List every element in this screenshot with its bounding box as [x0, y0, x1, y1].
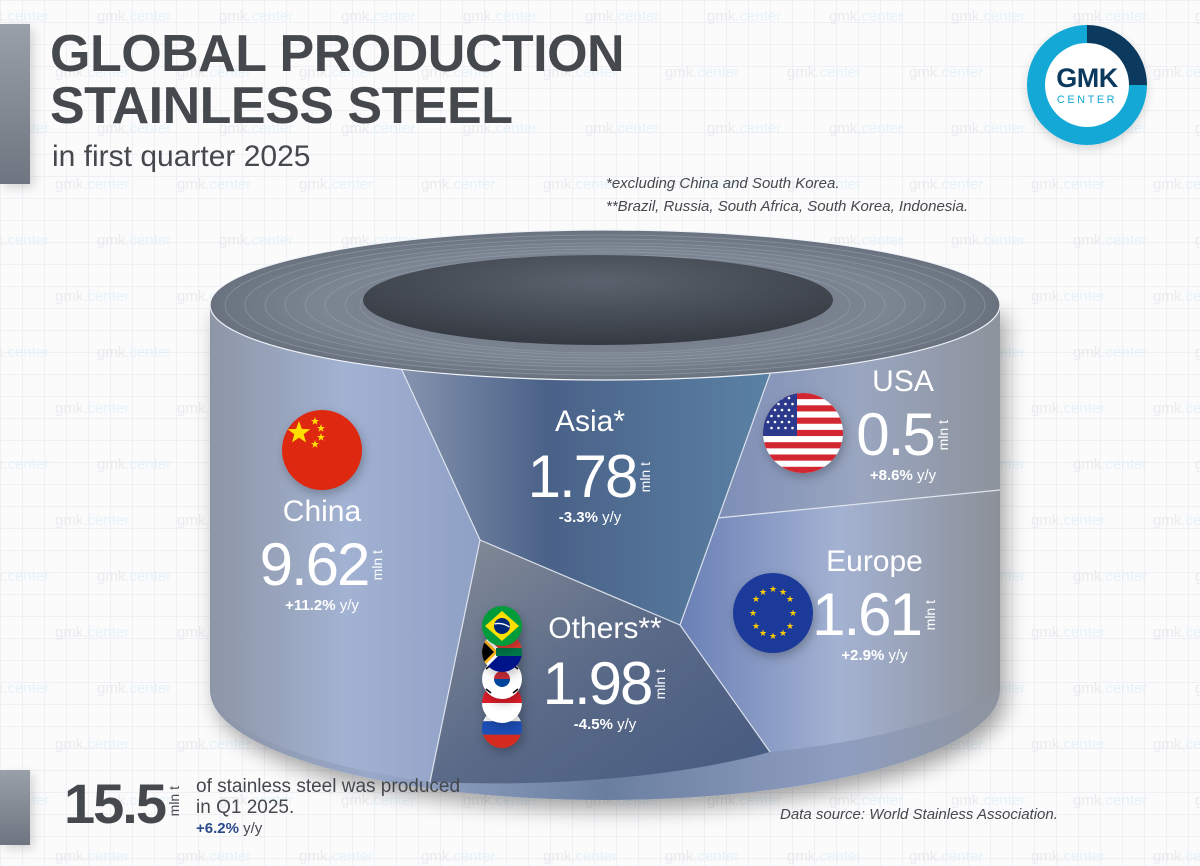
svg-text:★: ★: [779, 588, 787, 598]
region-name: China: [282, 495, 362, 528]
svg-text:★: ★: [786, 595, 794, 605]
svg-text:★: ★: [752, 595, 760, 605]
svg-text:★: ★: [752, 622, 760, 632]
svg-text:★: ★: [769, 585, 777, 595]
footnote-asia: *excluding China and South Korea.: [606, 175, 840, 192]
region-value: 9.62: [259, 531, 371, 598]
region-value: 1.78: [527, 443, 639, 510]
logo-text-center: CENTER: [1056, 93, 1118, 106]
region-value: 1.98: [542, 650, 654, 717]
region-usa: USA 0.5mln t +8.6% y/y: [848, 365, 958, 484]
region-value: 1.61: [812, 581, 923, 648]
total-unit: mln t: [166, 786, 182, 817]
brazil-flag-icon: [482, 606, 522, 646]
svg-text:★: ★: [779, 629, 787, 639]
accent-bar-bottom: [0, 770, 30, 845]
region-change: -4.5% y/y: [573, 716, 637, 733]
region-europe: Europe 1.61mln t +2.9% y/y: [812, 545, 938, 664]
region-change: +8.6% y/y: [869, 467, 937, 484]
region-china: China 9.62mln t +11.2% y/y: [252, 495, 392, 614]
title-line-2: STAINLESS STEEL: [50, 77, 513, 135]
svg-text:★: ★: [789, 609, 797, 619]
usa-flag-icon: [763, 393, 843, 473]
unit-label: mln t: [934, 419, 951, 451]
title-line-1: GLOBAL PRODUCTION: [50, 25, 625, 83]
region-value: 0.5: [856, 401, 935, 468]
svg-text:★: ★: [769, 632, 777, 642]
region-change: +2.9% y/y: [841, 647, 908, 664]
region-others: Others** 1.98mln t -4.5% y/y: [535, 612, 675, 733]
total-change: +6.2% y/y: [196, 820, 263, 837]
gmk-center-logo: GMK CENTER: [1027, 25, 1147, 145]
unit-label: mln t: [369, 549, 386, 581]
footnote-others: **Brazil, Russia, South Africa, South Ko…: [606, 198, 969, 215]
page-title: GLOBAL PRODUCTION STAINLESS STEEL: [50, 25, 625, 135]
svg-text:★: ★: [786, 622, 794, 632]
region-name: Europe: [826, 545, 923, 578]
unit-label: mln t: [637, 461, 654, 493]
region-name: Asia*: [554, 405, 626, 438]
unit-label: mln t: [921, 599, 938, 631]
data-source: Data source: World Stainless Association…: [780, 806, 1058, 823]
region-change: +11.2% y/y: [285, 597, 359, 614]
total-description: of stainless steel was produced in Q1 20…: [196, 776, 461, 818]
region-name: Others**: [548, 612, 662, 645]
svg-text:★: ★: [749, 609, 757, 619]
total-value: 15.5: [64, 772, 167, 835]
region-asia: Asia* 1.78mln t -3.3% y/y: [510, 405, 670, 526]
eu-flag-icon: ★ ★ ★ ★ ★ ★ ★ ★ ★ ★ ★ ★: [733, 573, 813, 653]
page-subtitle: in first quarter 2025: [52, 140, 311, 173]
unit-label: mln t: [652, 668, 669, 700]
accent-bar-top: [0, 24, 30, 184]
footnotes: *excluding China and South Korea. **Braz…: [606, 172, 968, 218]
china-flag-icon: [282, 410, 362, 490]
svg-text:★: ★: [759, 588, 767, 598]
region-change: -3.3% y/y: [558, 509, 622, 526]
region-name: USA: [872, 365, 934, 398]
logo-text-gmk: GMK: [1056, 62, 1118, 93]
svg-text:★: ★: [759, 629, 767, 639]
